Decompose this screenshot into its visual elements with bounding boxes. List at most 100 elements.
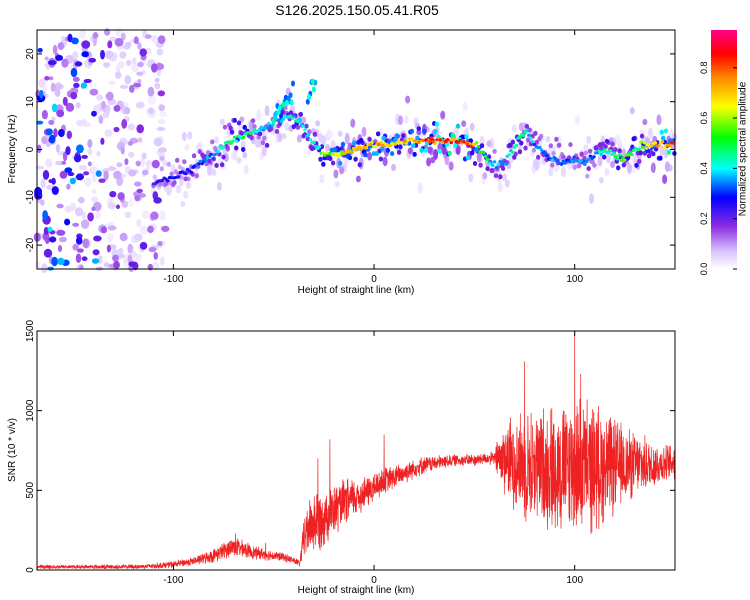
spectrogram-cell bbox=[295, 124, 301, 130]
spectrogram-cell bbox=[666, 143, 670, 147]
spectrogram-cell bbox=[610, 141, 615, 147]
spectrogram-cell bbox=[524, 123, 530, 129]
spectrogram-cell bbox=[507, 142, 513, 148]
spectrogram-cell bbox=[375, 131, 381, 137]
spectrogram-cell bbox=[43, 248, 53, 258]
spectrogram-cell bbox=[65, 102, 75, 112]
spectrogram-cell bbox=[92, 36, 97, 47]
spectrogram-cell bbox=[655, 144, 659, 148]
spectrogram-cell bbox=[538, 145, 542, 150]
spectrogram-cell bbox=[52, 44, 58, 55]
spectrogram-cell bbox=[134, 233, 143, 242]
spectrogram-cell bbox=[271, 118, 276, 125]
spectrogram-cell bbox=[281, 133, 287, 140]
spectrogram-cell bbox=[403, 115, 409, 124]
spectrogram-cell bbox=[34, 260, 41, 269]
spectrogram-cell bbox=[433, 129, 438, 134]
spectrogram-cell bbox=[402, 139, 407, 143]
spectrogram-cell bbox=[472, 161, 478, 166]
spectrogram-cell bbox=[70, 67, 78, 78]
snr-y-tick-label: 0 bbox=[25, 567, 36, 573]
spectrogram-cell bbox=[205, 155, 210, 160]
spectrogram-cell bbox=[608, 148, 612, 153]
colorbar-tick-label: 0.8 bbox=[699, 61, 709, 74]
spectrogram-cell bbox=[56, 229, 66, 236]
spectrogram-cell bbox=[427, 139, 432, 144]
spectrogram-cell bbox=[586, 166, 591, 172]
spectrogram-cell bbox=[291, 80, 295, 87]
spectrogram-cell bbox=[379, 140, 383, 144]
spectrogram-cell bbox=[523, 130, 528, 134]
spectrogram-cell bbox=[54, 83, 64, 90]
spectrogram-cell bbox=[650, 162, 656, 174]
spectrogram-cell bbox=[156, 48, 164, 56]
spectrogram-cell bbox=[646, 142, 650, 146]
spectrogram-cell bbox=[98, 115, 104, 125]
spectrogram-cell bbox=[87, 161, 92, 167]
spectrogram-cell bbox=[334, 180, 340, 188]
spectrogram-cell bbox=[83, 171, 90, 176]
spectrogram-cell bbox=[267, 127, 273, 133]
spectrogram-cell bbox=[431, 139, 436, 143]
spectrogram-cell bbox=[405, 95, 411, 104]
spectrogram-cell bbox=[90, 196, 99, 203]
spectrogram-cell bbox=[214, 136, 220, 144]
spectrogram-cell bbox=[183, 190, 189, 199]
spectrogram-cell bbox=[138, 193, 146, 198]
spectrogram-cell bbox=[81, 256, 88, 262]
spectrogram-cell bbox=[642, 141, 647, 145]
spectrogram-cell bbox=[659, 129, 664, 135]
spectrogram-cell bbox=[465, 142, 470, 146]
spectrogram-cell bbox=[80, 82, 88, 89]
spectrogram-cell bbox=[483, 154, 488, 158]
spectrogram-cell bbox=[140, 157, 146, 168]
spectrogram-cell bbox=[157, 90, 166, 97]
spectrogram-cell bbox=[518, 135, 522, 139]
spectrogram-cell bbox=[319, 173, 325, 184]
spectrogram-cell bbox=[312, 140, 316, 144]
colorbar-tick-label: 0.2 bbox=[699, 212, 709, 225]
spectrogram-cell bbox=[462, 101, 468, 112]
spectrogram-cell bbox=[314, 144, 318, 148]
spectrogram-cell bbox=[197, 142, 203, 152]
spectrogram-cell bbox=[401, 133, 406, 139]
spectrogram-cell bbox=[147, 95, 156, 106]
colorbar-gradient bbox=[711, 30, 737, 269]
spectrogram-cell bbox=[236, 134, 240, 138]
spectrogram-cell bbox=[409, 128, 414, 134]
spectrogram-cell bbox=[585, 173, 590, 179]
spectrogram-cell bbox=[398, 115, 403, 126]
spectrogram-cell bbox=[107, 225, 117, 231]
spectrogram-cell bbox=[455, 144, 461, 156]
spectrogram-cell bbox=[470, 150, 475, 156]
spectrogram-cell bbox=[497, 181, 503, 193]
spectrogram-cell bbox=[38, 78, 46, 88]
spectrogram-cell bbox=[346, 149, 351, 153]
spectrogram-cell bbox=[51, 177, 56, 185]
spectrogram-cell bbox=[227, 140, 231, 144]
spectrogram-cell bbox=[462, 140, 466, 144]
spectrogram-cell bbox=[117, 61, 125, 69]
spectrogram-cell bbox=[45, 158, 53, 168]
spectrogram-cell bbox=[81, 40, 91, 49]
spectrogram-cell bbox=[521, 133, 526, 138]
spectrogram-cell bbox=[113, 170, 122, 180]
spectrogram-cell bbox=[91, 206, 96, 211]
spectrogram-cell bbox=[554, 136, 559, 142]
spectrogram-cell bbox=[333, 152, 338, 156]
spectrogram-cell bbox=[605, 151, 611, 164]
spectrogram-cell bbox=[136, 188, 143, 193]
spectrogram-cell bbox=[257, 131, 263, 137]
spectrogram-cell bbox=[127, 243, 133, 254]
spectrogram-cell bbox=[134, 181, 142, 187]
spectrogram-cell bbox=[75, 253, 82, 263]
spectrogram-cell bbox=[468, 173, 474, 183]
spectrogram-cell bbox=[129, 84, 135, 93]
spectrogram-cell bbox=[277, 132, 283, 143]
spectrogram-cell bbox=[89, 88, 99, 96]
spectrogram-cell bbox=[583, 144, 589, 152]
spectrogram-cell bbox=[339, 166, 345, 175]
spectrogram-cell bbox=[438, 138, 443, 142]
spectrogram-cell bbox=[461, 120, 467, 127]
